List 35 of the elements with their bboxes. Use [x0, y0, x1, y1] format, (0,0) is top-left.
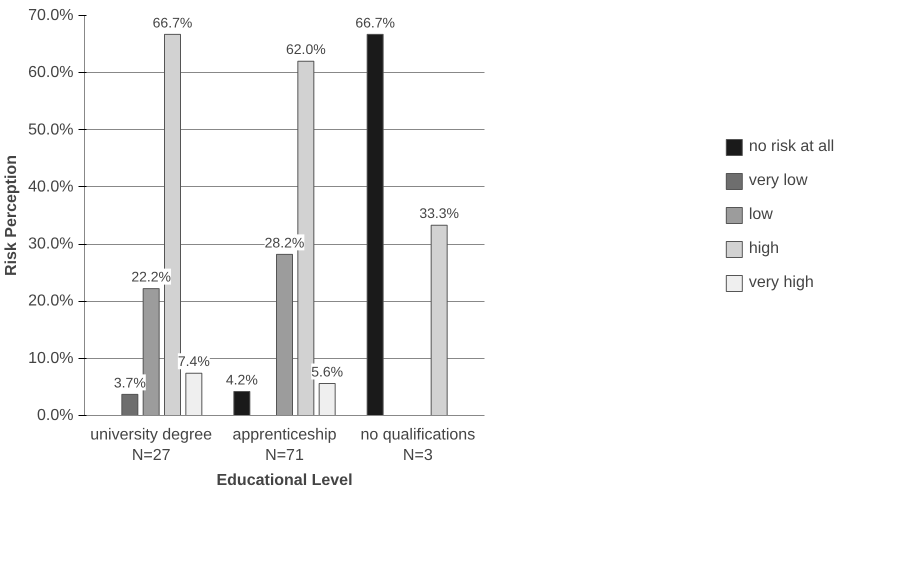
data-label: 28.2%	[264, 234, 304, 250]
data-label: 7.4%	[178, 353, 210, 370]
legend-label: high	[748, 240, 780, 258]
y-tick-label: 40.0%	[28, 178, 74, 196]
y-tick-label: 10.0%	[28, 350, 74, 367]
bar	[318, 383, 336, 416]
y-tick-label: 20.0%	[28, 292, 74, 310]
data-label: 66.7%	[152, 14, 192, 30]
bar	[276, 254, 293, 416]
data-label: 22.2%	[131, 268, 172, 285]
bar	[185, 372, 202, 416]
x-tick-label: university degree N=27	[90, 426, 212, 464]
y-tick-label: 50.0%	[28, 121, 74, 138]
bar	[233, 391, 250, 416]
data-label: 3.7%	[114, 374, 146, 390]
y-tick-label: 0.0%	[37, 407, 74, 424]
data-label: 33.3%	[419, 205, 460, 222]
legend-label: no risk at all	[748, 138, 834, 156]
x-tick-label: apprenticeship N=71	[232, 426, 337, 464]
legend-label: very low	[748, 172, 808, 190]
bar	[366, 34, 384, 416]
x-tick-label: no qualifications N=3	[360, 426, 476, 464]
y-tick-label: 60.0%	[28, 64, 74, 82]
legend-label: very high	[748, 274, 814, 292]
data-label: 62.0%	[286, 41, 326, 58]
y-tick-label: 30.0%	[28, 236, 74, 253]
data-label: 66.7%	[355, 14, 396, 30]
y-axis-title: Risk Perception	[3, 155, 20, 276]
bar	[430, 224, 448, 416]
bar	[121, 394, 138, 416]
legend-label: low	[748, 206, 773, 224]
data-label: 5.6%	[311, 364, 344, 380]
data-label: 4.2%	[226, 372, 258, 388]
y-tick-label: 70.0%	[28, 7, 74, 24]
x-axis-title: Educational Level	[216, 472, 353, 489]
